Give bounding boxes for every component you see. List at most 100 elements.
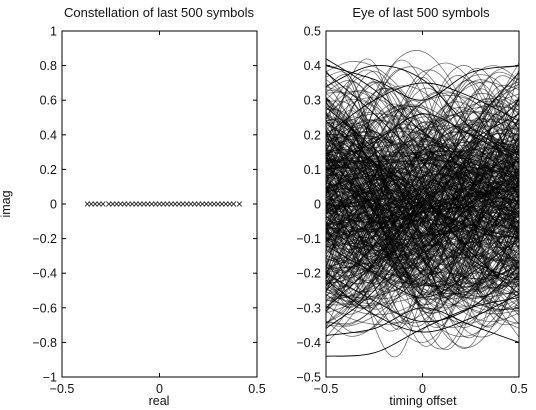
y-tick-label: 0.5 xyxy=(304,25,321,39)
constellation-point xyxy=(121,201,128,207)
eye-trace xyxy=(326,112,519,315)
eye-panel: Eye of last 500 symbols 0.50.40.30.20.10… xyxy=(296,5,527,408)
eye-trace xyxy=(326,113,519,276)
y-tick-label: −0.3 xyxy=(296,301,321,315)
constellation-point xyxy=(172,201,178,207)
y-tick-label: 0.1 xyxy=(304,163,321,177)
constellation-point xyxy=(236,201,243,207)
eye-trace xyxy=(326,65,519,101)
constellation-ylabel: imag xyxy=(0,190,13,217)
eye-trace xyxy=(326,142,519,326)
eye-trace xyxy=(326,198,519,227)
eye-trace xyxy=(326,162,519,213)
constellation-point xyxy=(187,201,194,207)
constellation-point xyxy=(180,201,186,207)
x-tick-label: 0.5 xyxy=(248,382,265,396)
y-tick-label: −1 xyxy=(43,371,57,385)
eye-x-ticks: −0.5 0 0.5 xyxy=(314,31,528,396)
eye-trace xyxy=(326,214,519,295)
x-tick-label: 0.5 xyxy=(510,382,527,396)
y-tick-label: 0 xyxy=(50,198,57,212)
eye-trace xyxy=(326,50,519,240)
y-tick-label: −0.5 xyxy=(296,371,321,385)
eye-trace xyxy=(326,62,519,274)
eye-trace xyxy=(326,113,519,291)
y-tick-label: 0 xyxy=(314,198,321,212)
y-tick-label: −0.4 xyxy=(296,336,321,350)
constellation-point xyxy=(113,201,120,207)
y-tick-label: −0.2 xyxy=(296,267,321,281)
y-tick-label: 0.2 xyxy=(304,128,321,142)
constellation-data-layer xyxy=(84,201,243,207)
eye-trace xyxy=(326,173,519,257)
eye-trace xyxy=(326,140,519,205)
eye-trace xyxy=(326,92,519,298)
eye-trace xyxy=(326,149,519,211)
constellation-point xyxy=(117,201,124,207)
constellation-point xyxy=(156,201,163,207)
eye-trace xyxy=(326,120,519,349)
y-tick-label: −0.6 xyxy=(32,301,57,315)
x-tick-label: −0.5 xyxy=(50,382,75,396)
y-tick-label: 1 xyxy=(50,25,57,39)
constellation-point xyxy=(168,201,174,207)
eye-trace xyxy=(326,183,519,280)
constellation-point xyxy=(152,201,159,207)
eye-trace xyxy=(326,120,519,281)
eye-trace xyxy=(326,72,519,240)
constellation-point xyxy=(106,201,112,207)
eye-trace xyxy=(326,195,519,243)
y-tick-label: −0.4 xyxy=(32,267,57,281)
eye-trace xyxy=(326,58,519,177)
constellation-point xyxy=(160,201,167,207)
constellation-point xyxy=(223,201,229,207)
constellation-point xyxy=(148,201,155,207)
y-tick-label: 0.8 xyxy=(40,59,57,73)
eye-trace xyxy=(326,74,519,282)
eye-trace xyxy=(326,168,519,293)
eye-trace xyxy=(326,65,519,297)
eye-trace xyxy=(326,82,519,136)
constellation-point xyxy=(92,201,98,207)
eye-trace xyxy=(326,126,519,280)
y-tick-label: −0.1 xyxy=(296,232,321,246)
eye-trace xyxy=(326,149,519,328)
eye-trace xyxy=(326,238,519,298)
constellation-point xyxy=(184,201,190,207)
eye-y-ticks: 0.5 0.4 0.3 0.2 0.1 0 −0.1 −0.2 −0.3 −0.4 −0.5 xyxy=(296,25,519,385)
constellation-point xyxy=(215,201,221,207)
eye-trace xyxy=(326,296,519,357)
eye-trace xyxy=(326,72,519,309)
constellation-point xyxy=(96,201,102,207)
constellation-y-ticks: 1 0.8 0.6 0.4 0.2 0 −0.2 −0.4 −0.6 −0.8 −1 xyxy=(32,25,257,385)
x-tick-label: −0.5 xyxy=(314,382,339,396)
constellation-point xyxy=(133,201,139,207)
constellation-point xyxy=(203,201,210,207)
eye-trace xyxy=(326,307,519,343)
constellation-point xyxy=(207,201,213,207)
eye-trace xyxy=(326,121,519,348)
constellation-point xyxy=(199,201,206,207)
constellation-point xyxy=(145,201,151,207)
eye-trace xyxy=(326,152,519,309)
eye-trace xyxy=(326,128,519,234)
eye-trace xyxy=(326,148,519,265)
eye-trace xyxy=(326,69,519,315)
eye-trace xyxy=(326,210,519,227)
y-tick-label: 0.4 xyxy=(304,59,321,73)
eye-trace xyxy=(326,120,519,241)
y-tick-label: 0.2 xyxy=(40,163,57,177)
eye-trace xyxy=(326,160,519,212)
y-tick-label: 0.6 xyxy=(40,94,57,108)
eye-trace xyxy=(326,190,519,275)
eye-data-layer xyxy=(326,50,519,358)
y-tick-label: 0.3 xyxy=(304,94,321,108)
eye-trace xyxy=(326,128,519,239)
eye-trace xyxy=(326,147,519,209)
y-tick-label: −0.2 xyxy=(32,232,57,246)
constellation-point xyxy=(176,201,182,207)
constellation-point xyxy=(129,201,135,207)
constellation-point xyxy=(226,201,233,207)
eye-trace xyxy=(326,152,519,263)
